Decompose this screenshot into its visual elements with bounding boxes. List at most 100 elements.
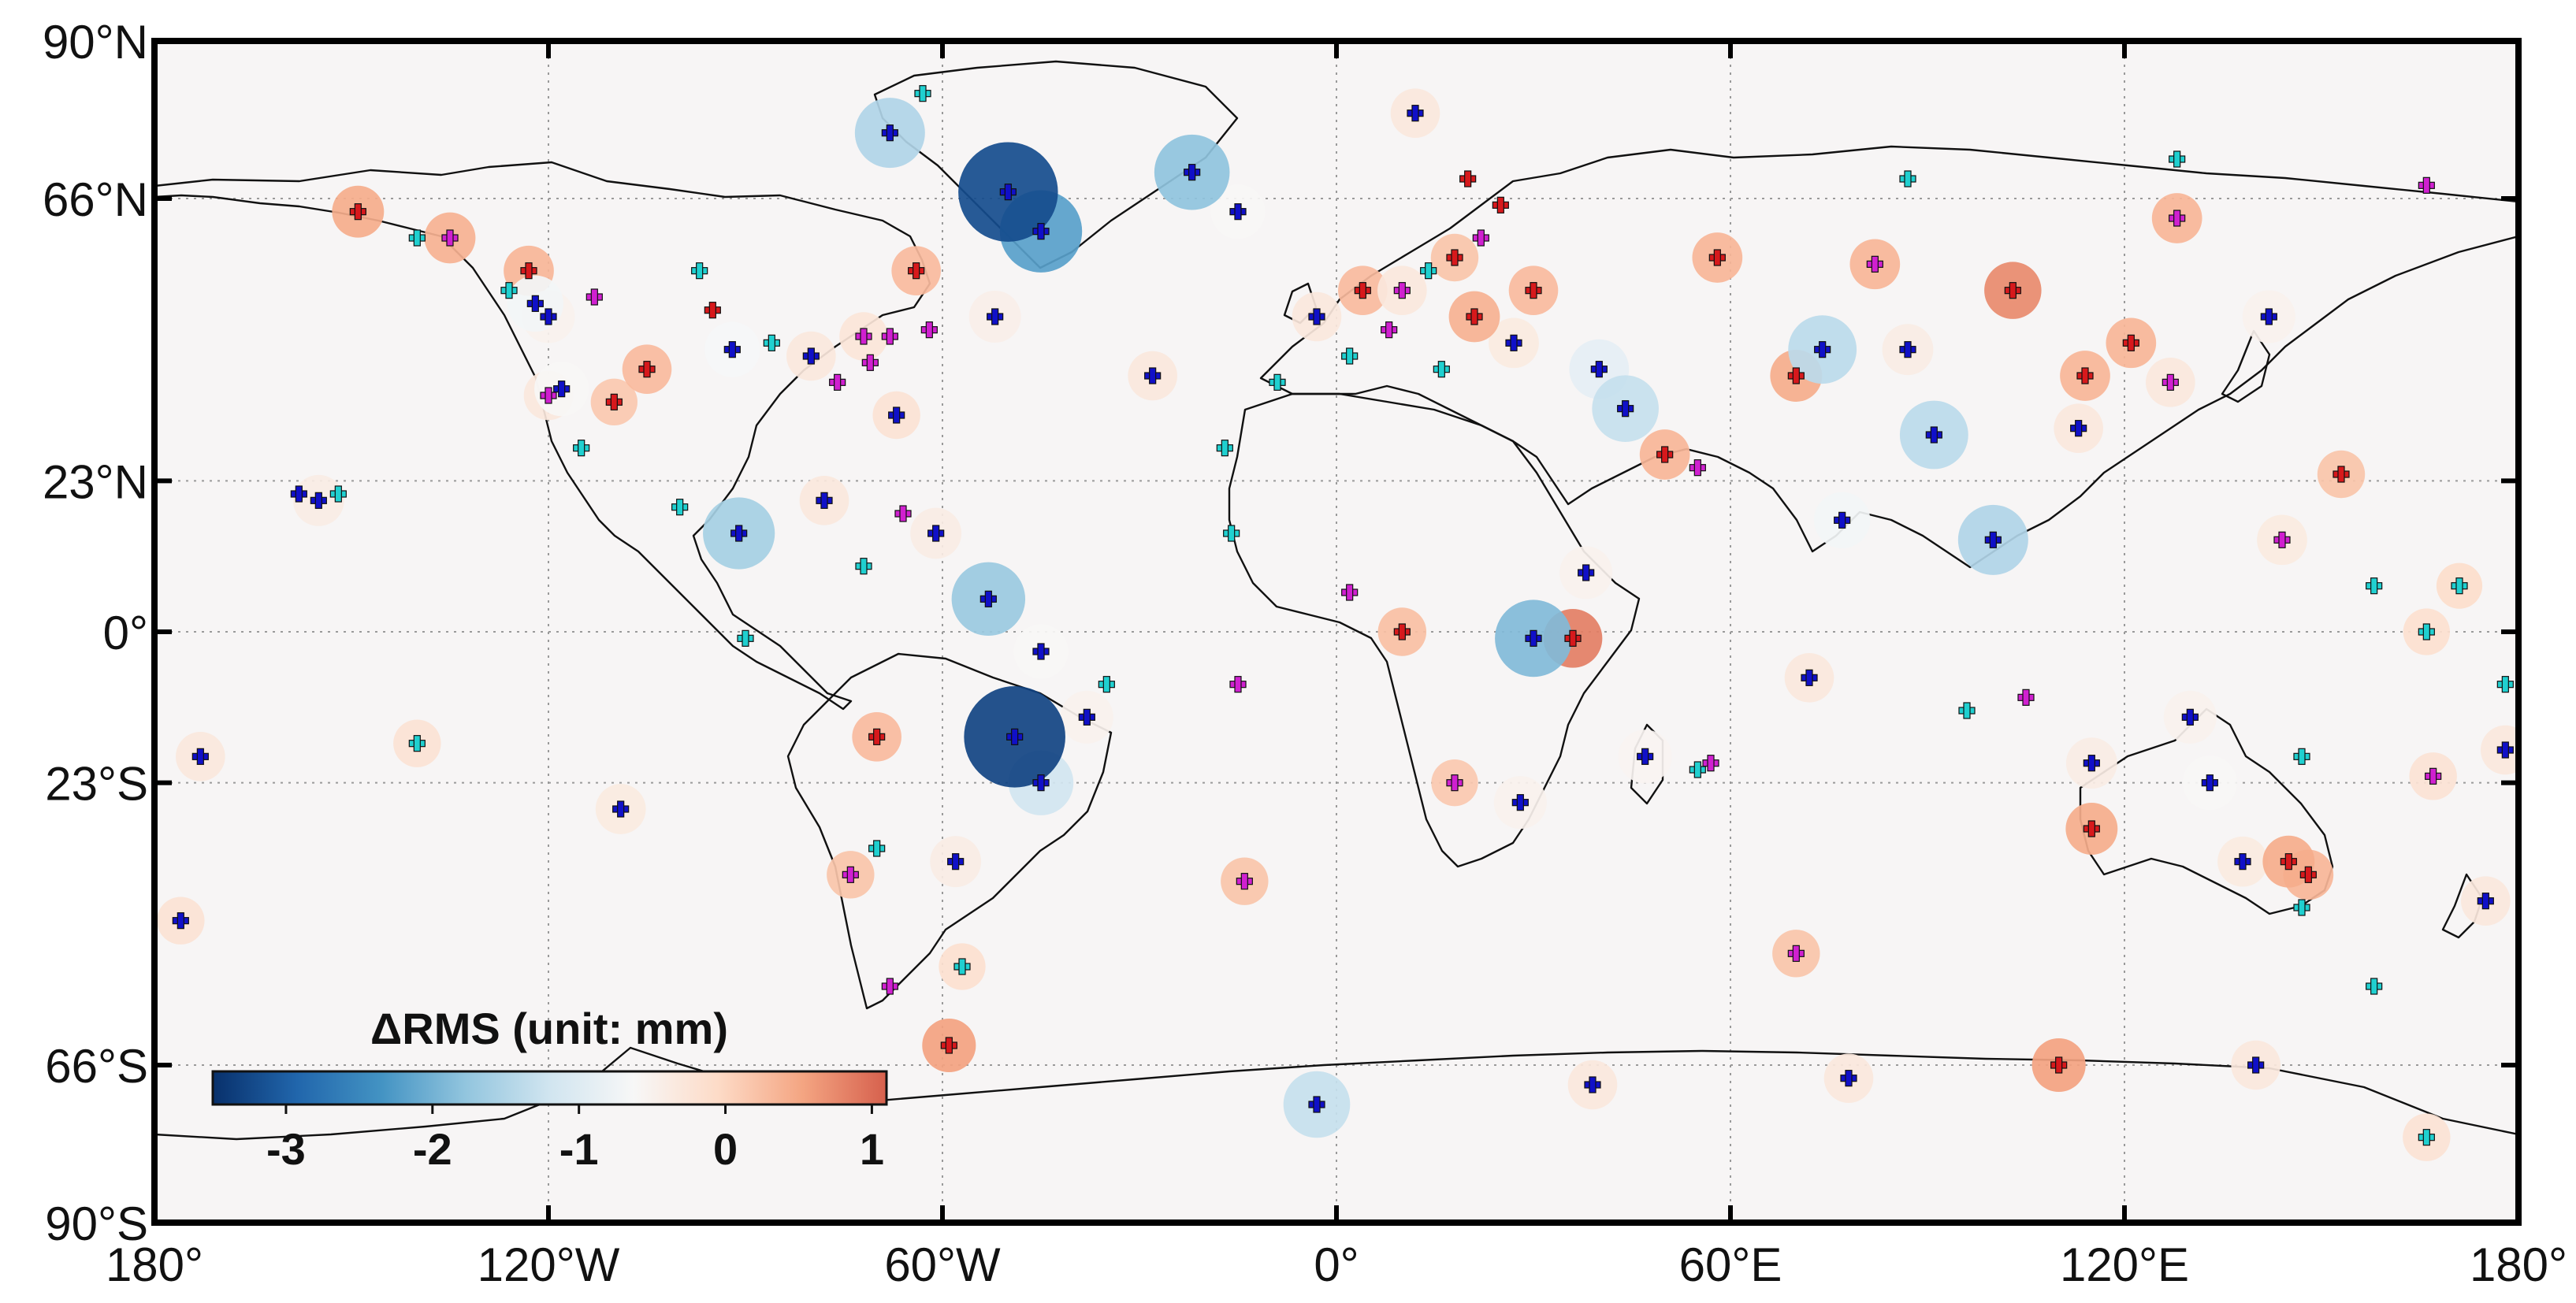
lat-tick-label: 0° xyxy=(103,607,148,659)
station-marker-v xyxy=(2278,531,2286,548)
station-marker-v xyxy=(578,440,585,457)
station-marker-v xyxy=(866,354,874,371)
station-marker-v xyxy=(531,295,539,312)
station-marker-v xyxy=(2422,176,2430,194)
station-marker-v xyxy=(446,229,454,247)
station-marker-v xyxy=(196,748,204,765)
station-marker-v xyxy=(413,229,421,247)
station-marker-v xyxy=(2298,899,2306,916)
station-marker-v xyxy=(873,840,881,857)
station-marker-v xyxy=(1904,341,1912,358)
station-marker-v xyxy=(2370,978,2378,995)
station-marker-v xyxy=(1102,676,1110,693)
lon-tick-label: 0° xyxy=(1314,1238,1359,1291)
station-marker-v xyxy=(2081,367,2089,384)
station-marker-v xyxy=(2455,577,2463,595)
station-marker-v xyxy=(807,347,815,365)
station-marker-v xyxy=(2429,767,2437,785)
station-marker-v xyxy=(873,728,881,745)
lat-tick-label: 90°S xyxy=(45,1197,148,1250)
station-marker-v xyxy=(886,124,894,142)
coast-europe-asia xyxy=(1259,145,2518,569)
station-marker-v xyxy=(925,321,933,339)
colorbar-tick-label: -2 xyxy=(413,1124,452,1174)
colorbar-tick-label: -1 xyxy=(559,1124,599,1174)
lon-tick-label: 120°W xyxy=(478,1238,620,1291)
coast-greenland xyxy=(873,60,1239,269)
colorbar-gradient xyxy=(211,1070,888,1106)
station-marker-v xyxy=(590,288,598,306)
station-marker-v xyxy=(177,912,184,930)
station-marker-v xyxy=(1398,623,1406,640)
station-marker-v xyxy=(314,492,322,509)
station-marker-v xyxy=(2009,282,2017,299)
station-marker-v xyxy=(2075,420,2083,437)
station-marker-v xyxy=(984,590,992,607)
station-marker-v xyxy=(2337,466,2345,483)
station-marker-v xyxy=(1963,702,1971,719)
station-marker-v xyxy=(1037,643,1045,660)
station-marker-v xyxy=(1693,761,1701,778)
station-marker-v xyxy=(1595,361,1603,378)
station-marker-v xyxy=(1234,203,1242,221)
station-marker-v xyxy=(1641,748,1649,765)
station-marker-v xyxy=(2206,774,2214,792)
station-marker-v xyxy=(1240,873,1248,890)
lat-tick-label: 66°N xyxy=(43,173,148,226)
station-marker-v xyxy=(2186,708,2194,726)
station-marker-v xyxy=(1845,1070,1853,1087)
station-marker-v xyxy=(1661,446,1669,463)
station-marker-v xyxy=(2087,755,2095,772)
station-marker-v xyxy=(886,328,894,345)
station-marker-v xyxy=(958,958,966,975)
station-marker-v xyxy=(1792,367,1800,384)
station-marker-v xyxy=(1346,347,1354,365)
station-marker-v xyxy=(1516,794,1524,811)
station-marker-v xyxy=(919,85,927,102)
station-marker-v xyxy=(1425,262,1433,280)
station-marker-v xyxy=(1004,184,1012,201)
station-marker-v xyxy=(708,302,716,319)
station-marker-v xyxy=(505,282,513,299)
station-marker-v xyxy=(1149,367,1157,384)
station-marker-v xyxy=(545,387,552,404)
lon-tick-label: 60°E xyxy=(1679,1238,1782,1291)
station-marker-v xyxy=(2304,866,2312,883)
station-marker-v xyxy=(742,629,749,647)
station-marker-v xyxy=(1904,170,1912,187)
station-marker-v xyxy=(2252,1056,2260,1074)
station-marker-v xyxy=(1313,308,1321,325)
station-marker-v xyxy=(1346,584,1354,601)
station-marker-v xyxy=(2501,676,2509,693)
station-marker-v xyxy=(1530,629,1537,647)
station-marker-v xyxy=(1930,426,1938,444)
station-marker-v xyxy=(1871,255,1879,273)
station-marker-v xyxy=(2422,623,2430,640)
station-marker-v xyxy=(2298,748,2306,765)
colorbar-tick-label: 0 xyxy=(713,1124,738,1174)
station-marker-v xyxy=(2173,150,2181,168)
station-marker-v xyxy=(617,800,625,818)
station-marker-v xyxy=(1496,196,1504,213)
station-marker-v xyxy=(558,381,566,398)
station-marker-v xyxy=(1510,334,1518,351)
station-marker-v xyxy=(952,853,960,871)
axis-ticks xyxy=(154,41,2518,1223)
station-marker-v xyxy=(735,525,743,542)
station-marker-v xyxy=(1228,525,1236,542)
station-marker-v xyxy=(1451,249,1459,266)
station-marker-v xyxy=(2055,1056,2063,1074)
station-marker-v xyxy=(2422,1129,2430,1146)
station-marker-v xyxy=(1234,676,1242,693)
station-marker-v xyxy=(2481,893,2489,910)
lon-tick-label: 60°W xyxy=(884,1238,1001,1291)
station-marker-v xyxy=(676,499,684,516)
station-marker-v xyxy=(525,262,533,280)
station-marker-v xyxy=(886,978,894,995)
station-marker-v xyxy=(2239,853,2247,871)
station-marker-v xyxy=(1411,105,1419,122)
coast-north-america xyxy=(154,161,931,711)
station-marker-v xyxy=(860,328,868,345)
